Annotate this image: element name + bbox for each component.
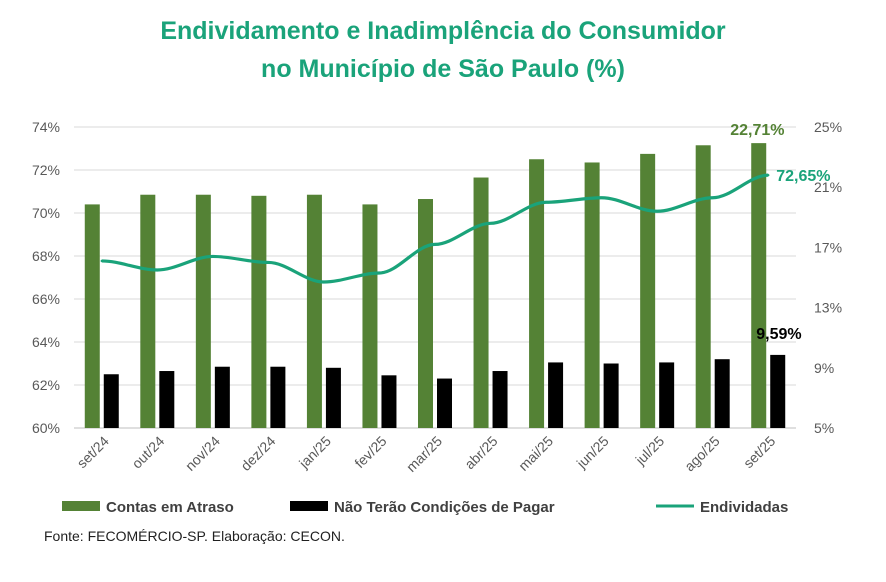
x-tick-label: jan/25 (295, 433, 334, 472)
x-tick-label: set/24 (74, 433, 112, 471)
bar-contas-em-atraso (584, 162, 600, 428)
left-tick-label: 70% (32, 205, 60, 221)
legend-label-nao-terao: Não Terão Condições de Pagar (334, 499, 555, 516)
endividadas-point (211, 255, 215, 258)
x-tick-label: fev/25 (351, 433, 389, 471)
x-tick-label: ago/25 (681, 433, 723, 475)
bar-contas-em-atraso (140, 194, 156, 428)
endividadas-line-group (100, 173, 770, 284)
right-tick-label: 9% (814, 360, 834, 376)
label-contas-em-atraso: 22,71% (730, 122, 784, 139)
endividadas-point (322, 280, 326, 284)
chart-title-line1: Endividamento e Inadimplência do Consumi… (160, 17, 726, 45)
source-note: Fonte: FECOMÉRCIO-SP. Elaboração: CECON. (44, 528, 345, 544)
bar-nao-terao-condicoes (492, 371, 508, 428)
bar-nao-terao-condicoes (548, 362, 564, 428)
bar-contas-em-atraso (640, 153, 656, 428)
left-tick-label: 74% (32, 119, 60, 135)
endividadas-point (489, 222, 492, 225)
endividadas-point (267, 261, 270, 264)
right-tick-label: 21% (814, 179, 842, 195)
bar-contas-em-atraso (84, 204, 100, 428)
label-nao-terao-condicoes: 9,59% (756, 326, 801, 343)
endividadas-point (711, 196, 714, 199)
label-endividadas: 72,65% (776, 168, 830, 185)
left-tick-label: 72% (32, 162, 60, 178)
endividadas-point (433, 243, 437, 246)
bar-nao-terao-condicoes (437, 378, 452, 428)
bar-nao-terao-condicoes (103, 374, 119, 428)
x-tick-label: set/25 (740, 433, 778, 471)
bar-nao-terao-condicoes (270, 366, 286, 428)
left-tick-label: 62% (32, 377, 60, 393)
right-tick-label: 25% (814, 119, 842, 135)
right-tick-label: 5% (814, 420, 834, 436)
bar-contas-em-atraso (751, 143, 767, 428)
bar-contas-em-atraso (473, 177, 489, 428)
x-tick-label: mar/25 (403, 433, 445, 475)
endividadas-point (655, 210, 659, 213)
endividadas-point (156, 268, 159, 272)
legend: Contas em Atraso Não Terão Condições de P… (62, 499, 788, 516)
bar-nao-terao-condicoes (159, 371, 175, 428)
x-tick-label: mai/25 (515, 433, 556, 474)
bar-contas-em-atraso (362, 204, 378, 428)
bar-contas-em-atraso (195, 194, 211, 428)
bar-contas-em-atraso (306, 194, 322, 428)
x-tick-label: dez/24 (237, 433, 278, 474)
x-tick-label: abr/25 (461, 433, 501, 473)
bar-contas-em-atraso (529, 159, 545, 428)
left-tick-label: 68% (32, 248, 60, 264)
right-tick-label: 17% (814, 239, 842, 255)
bar-nao-terao-condicoes (214, 366, 230, 428)
endividadas-point (600, 196, 603, 199)
left-axis: 60% 62% 64% 66% 68% 70% 72% 74% (32, 119, 60, 436)
x-axis: set/24 out/24 nov/24 dez/24 jan/25 fev/25 mar/… (74, 433, 779, 475)
left-tick-label: 64% (32, 334, 60, 350)
left-tick-label: 66% (32, 291, 60, 307)
chart-title-line2: no Município de São Paulo (%) (261, 55, 625, 83)
bar-contas-em-atraso (251, 195, 267, 428)
legend-label-contas: Contas em Atraso (106, 499, 234, 516)
bar-nao-terao-condicoes (770, 354, 786, 428)
bar-contas-em-atraso (695, 145, 711, 428)
right-axis: 5% 9% 13% 17% 21% 25% (814, 119, 842, 436)
legend-swatch-contas (62, 501, 100, 511)
left-tick-label: 60% (32, 420, 60, 436)
gridlines (74, 126, 796, 429)
x-tick-label: jun/25 (573, 433, 612, 472)
legend-label-endividadas: Endividadas (700, 499, 788, 516)
bar-nao-terao-condicoes (381, 375, 397, 428)
data-labels: 22,71% 72,65% 9,59% (730, 122, 830, 343)
bar-nao-terao-condicoes (325, 367, 341, 428)
x-tick-label: jul/25 (632, 433, 668, 469)
legend-swatch-nao-terao (290, 501, 328, 511)
bar-nao-terao-condicoes (714, 359, 730, 428)
endividadas-point (378, 271, 381, 275)
bars (84, 143, 786, 428)
bar-nao-terao-condicoes (659, 362, 675, 428)
endividadas-point (100, 259, 103, 263)
endividadas-point (767, 173, 770, 177)
right-tick-label: 13% (814, 300, 842, 316)
endividadas-point (544, 201, 548, 204)
x-tick-label: nov/24 (182, 433, 223, 474)
bar-contas-em-atraso (418, 199, 433, 428)
bar-nao-terao-condicoes (603, 363, 619, 428)
x-tick-label: out/24 (129, 433, 168, 472)
